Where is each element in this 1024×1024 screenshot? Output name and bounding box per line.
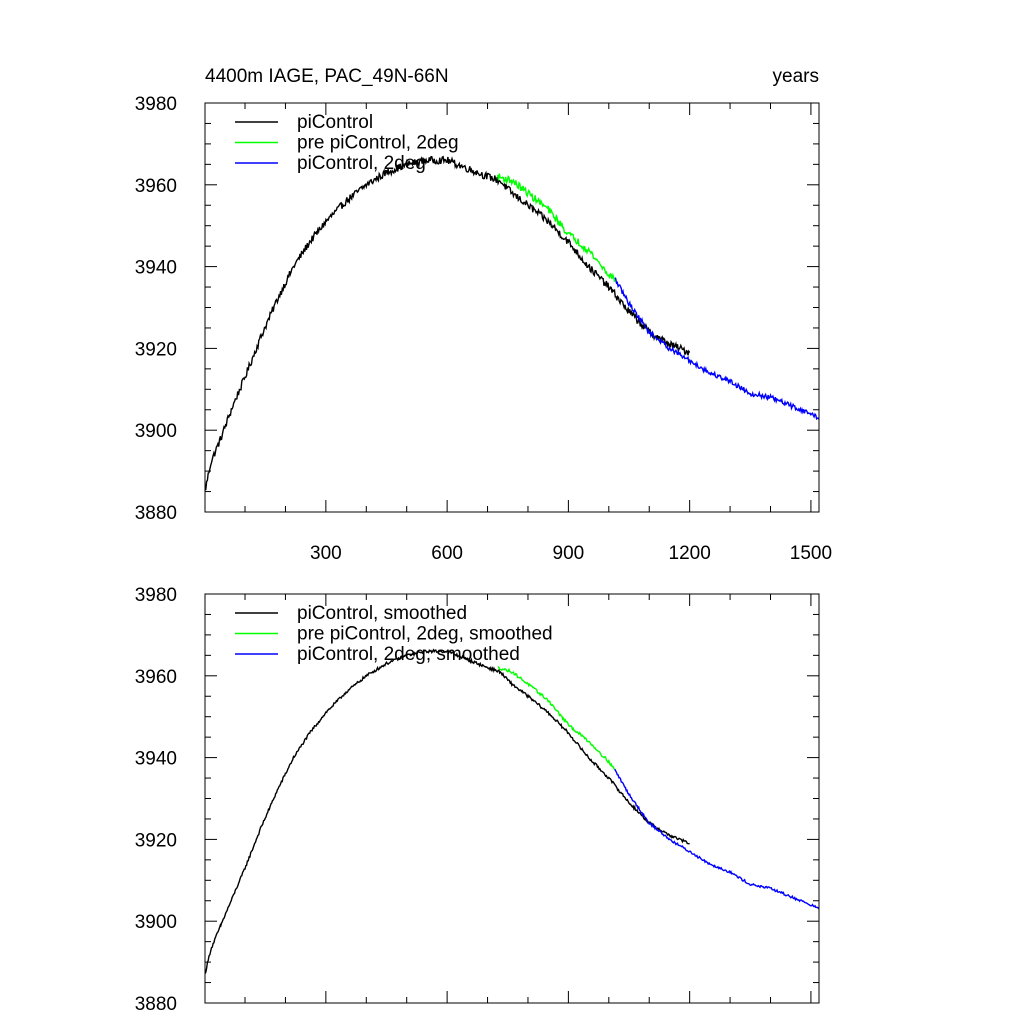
x-tick-label: 600 (431, 543, 463, 564)
x-tick-label: 300 (310, 543, 342, 564)
y-tick-label: 3880 (135, 994, 177, 1015)
x-tick-label: 900 (553, 543, 585, 564)
y-tick-label: 3920 (135, 830, 177, 851)
x-tick-label: 1200 (669, 543, 711, 564)
legend-label: pre piControl, 2deg (297, 133, 459, 154)
y-tick-label: 3940 (135, 749, 177, 770)
chart-units-label: years (773, 66, 819, 87)
top-panel: 4400m IAGE, PAC_49N-66N years 3880 3900 39… (135, 66, 832, 564)
series-line (497, 666, 616, 771)
legend-label: piControl (297, 112, 373, 133)
legend-label: piControl, 2deg (297, 153, 426, 174)
series-line (497, 173, 616, 282)
legend-label: pre piControl, 2deg, smoothed (297, 624, 553, 645)
y-tick-label: 3960 (135, 176, 177, 197)
chart-title: 4400m IAGE, PAC_49N-66N (205, 66, 449, 87)
y-tick-label: 3960 (135, 667, 177, 688)
y-tick-label: 3920 (135, 339, 177, 360)
bottom-panel: 3880 3900 3920 3940 3960 3980 piControl, smoot… (135, 585, 820, 1015)
legend-label: piControl, smoothed (297, 603, 467, 624)
y-tick-label: 3980 (135, 94, 177, 115)
y-tick-label: 3900 (135, 421, 177, 442)
series-line (614, 768, 820, 910)
series-line (204, 155, 691, 491)
x-tick-label: 1500 (790, 543, 832, 564)
y-tick-label: 3880 (135, 503, 177, 524)
y-tick-label: 3980 (135, 585, 177, 606)
series-line (614, 277, 820, 421)
legend-label: piControl, 2deg, smoothed (297, 644, 520, 665)
y-tick-label: 3900 (135, 912, 177, 933)
y-tick-label: 3940 (135, 258, 177, 279)
series-line (204, 648, 690, 974)
